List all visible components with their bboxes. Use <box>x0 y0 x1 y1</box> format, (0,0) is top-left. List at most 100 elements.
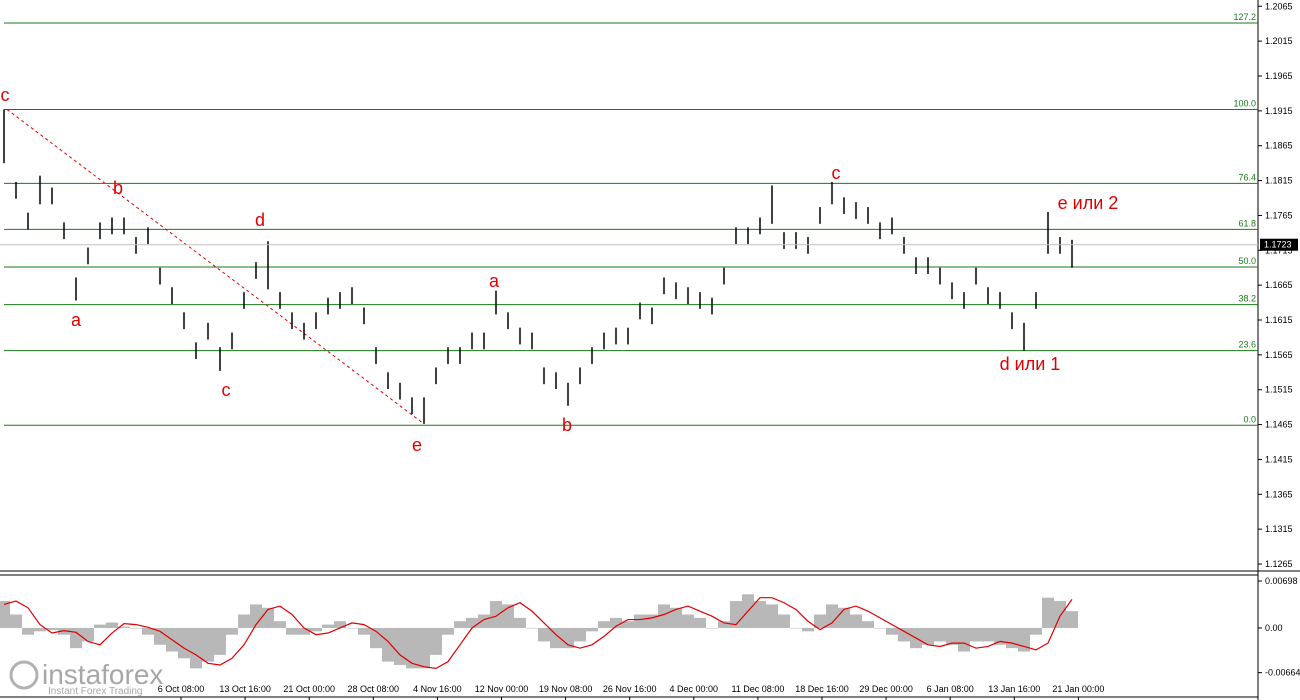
y-tick-label: 1.2015 <box>1265 36 1293 46</box>
fib-label: 76.4 <box>1238 172 1256 182</box>
y-tick-label: 1.1815 <box>1265 176 1293 186</box>
histogram-bar <box>0 601 10 628</box>
histogram-bar <box>466 617 478 628</box>
wave-label: c <box>832 163 841 183</box>
histogram-bar <box>550 627 562 649</box>
histogram-bar <box>802 627 814 632</box>
histogram-bar <box>922 627 934 645</box>
histogram-bar <box>658 604 670 628</box>
y-tick-label: 1.1565 <box>1265 350 1293 360</box>
histogram-bar <box>1066 611 1078 628</box>
wave-label: b <box>562 415 572 435</box>
histogram-bar <box>994 627 1006 645</box>
x-tick-label: 4 Dec 00:00 <box>670 684 719 694</box>
histogram-bar <box>58 627 70 635</box>
histogram-bar <box>22 627 34 635</box>
histogram-bar <box>538 627 550 642</box>
histogram-bar <box>1042 597 1054 628</box>
histogram-bar <box>862 621 874 628</box>
histogram-bar <box>154 627 166 645</box>
histogram-bar <box>982 627 994 642</box>
histogram-bar <box>334 621 346 628</box>
y-tick-label: 1.1865 <box>1265 141 1293 151</box>
histogram-bar <box>238 614 250 628</box>
histogram-bar <box>970 627 982 642</box>
histogram-bar <box>106 622 118 628</box>
histogram-bar <box>874 627 886 629</box>
histogram-bar <box>34 627 46 632</box>
wave-label: e <box>412 435 422 455</box>
histogram-bar <box>418 627 430 669</box>
wave-label: a <box>489 271 500 291</box>
histogram-bar <box>214 627 226 655</box>
histogram-bar <box>682 614 694 628</box>
x-tick-label: 28 Oct 08:00 <box>348 684 400 694</box>
histogram-bar <box>130 627 142 629</box>
histogram-bar <box>370 627 382 649</box>
histogram-bar <box>526 627 538 629</box>
y-tick-label: 0.00698 <box>1265 576 1298 586</box>
histogram-bar <box>46 627 58 630</box>
last-price-label: 1.1723 <box>1264 240 1292 250</box>
histogram-bar <box>1054 601 1066 628</box>
histogram-bar <box>226 627 238 635</box>
signal-line <box>3 597 1073 669</box>
histogram-bar <box>274 621 286 628</box>
histogram-bar <box>586 627 598 632</box>
fib-label: 50.0 <box>1238 256 1256 266</box>
histogram-bar <box>946 627 958 645</box>
histogram-bar <box>754 601 766 628</box>
histogram-bar <box>706 627 718 629</box>
wave-label: d или 1 <box>1000 354 1061 374</box>
histogram-bar <box>406 627 418 669</box>
histogram-bar <box>694 617 706 628</box>
last-price-box <box>1260 238 1298 251</box>
histogram-bar <box>850 614 862 628</box>
histogram-bar <box>598 621 610 628</box>
histogram-bar <box>82 627 94 642</box>
x-tick-label: 11 Dec 08:00 <box>731 684 784 694</box>
y-tick-label: 1.1665 <box>1265 280 1293 290</box>
histogram-bar <box>934 627 946 642</box>
histogram-bar <box>634 614 646 628</box>
histogram-bar <box>886 627 898 635</box>
y-tick-label: 1.1515 <box>1265 385 1293 395</box>
histogram-bar <box>1030 627 1042 635</box>
histogram-bar <box>778 614 790 628</box>
histogram-bar <box>562 627 574 649</box>
histogram-bar <box>670 607 682 628</box>
x-tick-label: 21 Jan 00:00 <box>1052 684 1104 694</box>
histogram-bar <box>310 627 322 632</box>
histogram-bar <box>142 627 154 635</box>
y-tick-label: 0.00 <box>1265 623 1283 633</box>
y-tick-label: -0.00664 <box>1265 668 1300 678</box>
histogram-bar <box>10 614 22 628</box>
histogram-bar <box>442 627 454 635</box>
y-tick-label: 1.2065 <box>1265 1 1293 11</box>
fib-label: 38.2 <box>1238 294 1256 304</box>
y-tick-label: 1.1615 <box>1265 315 1293 325</box>
histogram-bar <box>574 627 586 642</box>
fib-label: 127.2 <box>1233 12 1256 22</box>
x-tick-label: 12 Nov 00:00 <box>475 684 529 694</box>
histogram-bar <box>70 627 82 649</box>
histogram-bar <box>454 621 466 628</box>
watermark: instaforex Instant Forex Trading <box>9 659 163 697</box>
y-tick-label: 1.1465 <box>1265 420 1293 430</box>
histogram-bar <box>478 614 490 628</box>
histogram-bar <box>298 627 310 635</box>
histogram-bar <box>814 614 826 628</box>
histogram-bar <box>250 604 262 628</box>
histogram-bar <box>838 607 850 628</box>
fib-label: 23.6 <box>1238 340 1256 350</box>
histogram-bar <box>346 627 358 629</box>
histogram-bar <box>766 604 778 628</box>
y-tick-label: 1.1315 <box>1265 524 1293 534</box>
histogram-bar <box>118 626 130 628</box>
x-tick-label: 13 Jan 16:00 <box>988 684 1040 694</box>
wave-label: b <box>113 178 123 198</box>
histogram-bar <box>190 627 202 669</box>
histogram-bar <box>430 627 442 655</box>
x-tick-label: 13 Oct 16:00 <box>219 684 271 694</box>
